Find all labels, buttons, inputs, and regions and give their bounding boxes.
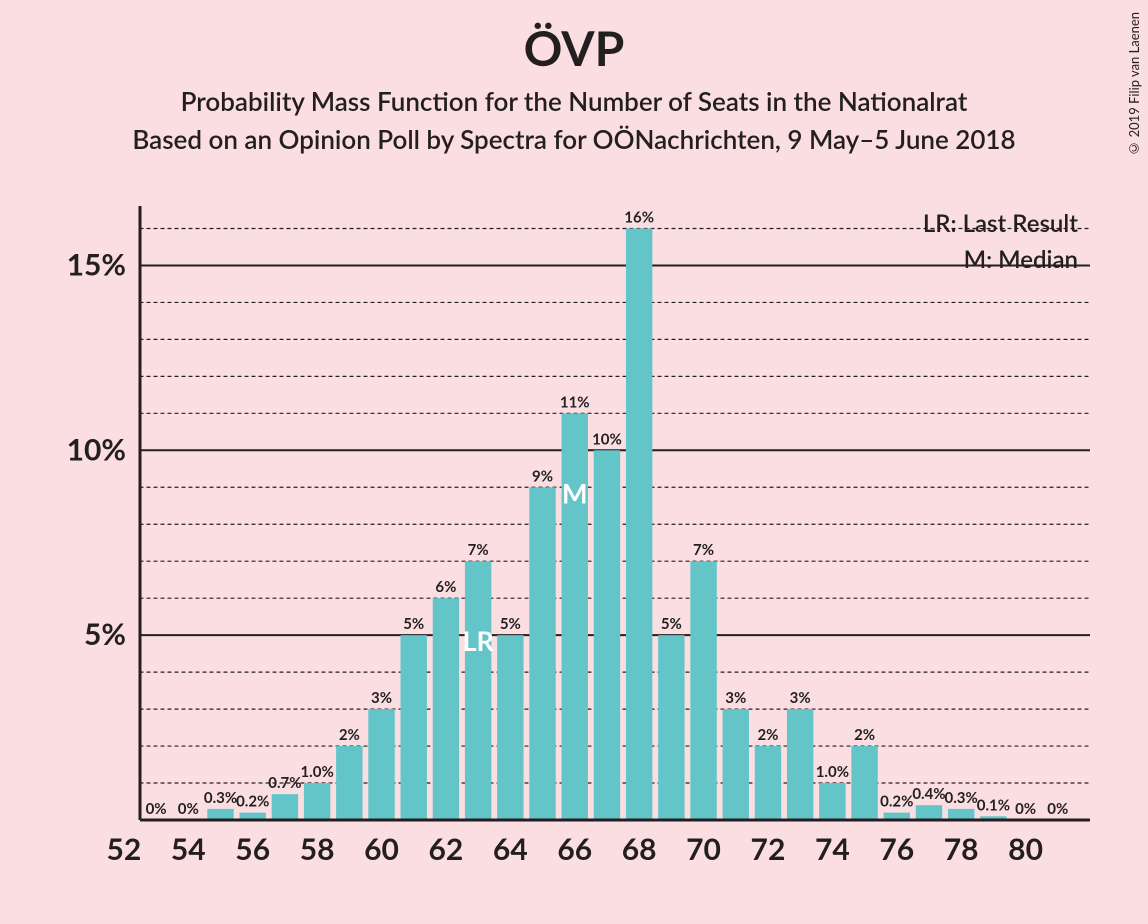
x-tick-label: 74 [815,831,850,867]
x-tick-label: 66 [557,831,592,867]
bar-value-label: 7% [468,541,489,559]
bar [401,635,427,820]
title-block: ÖVP Probability Mass Function for the Nu… [0,0,1148,155]
bar [336,746,362,820]
bar-value-label: 0% [146,800,167,818]
bar-value-label: 5% [500,615,521,633]
y-tick-label: 10% [67,431,126,467]
x-tick-label: 62 [429,831,464,867]
bar [916,805,942,820]
bar [368,709,394,820]
bar-value-label: 0.2% [236,793,269,811]
bar-value-label: 0.7% [268,774,301,792]
bar-value-label: 1.0% [816,763,849,781]
bar-value-label: 0% [178,800,199,818]
x-tick-label: 76 [879,831,914,867]
bar [690,561,716,820]
bar [594,450,620,820]
bar [304,783,330,820]
bar-value-label: 6% [435,578,456,596]
bar-value-label: 16% [624,208,654,226]
x-tick-label: 70 [686,831,721,867]
bar [658,635,684,820]
chart-subtitle-2: Based on an Opinion Poll by Spectra for … [0,123,1148,155]
x-tick-label: 68 [622,831,657,867]
bar [529,487,555,820]
bar-value-label: 2% [854,726,875,744]
bar-value-label: 7% [693,541,714,559]
x-tick-label: 60 [364,831,399,867]
bar [433,598,459,820]
chart-title: ÖVP [0,20,1148,77]
bar [207,809,233,820]
bar-value-label: 3% [371,689,392,707]
bar [465,561,491,820]
bar-value-label: 0.2% [880,793,913,811]
copyright-text: © 2019 Filip van Laenen [1126,12,1142,157]
bar [948,809,974,820]
bar-marker-label: M [562,476,588,509]
x-tick-label: 64 [493,831,528,867]
bar [272,794,298,820]
bar [819,783,845,820]
bar-value-label: 3% [725,689,746,707]
bar [755,746,781,820]
bar [787,709,813,820]
bar-value-label: 9% [532,467,553,485]
bar [562,413,588,820]
bar [851,746,877,820]
bar-value-label: 0.3% [204,789,237,807]
bar-value-label: 0.3% [945,789,978,807]
bar-value-label: 1.0% [300,763,333,781]
x-tick-label: 72 [751,831,786,867]
x-tick-label: 54 [171,831,206,867]
bar [723,709,749,820]
bar-value-label: 10% [592,430,622,448]
x-tick-label: 80 [1008,831,1043,867]
bar-value-label: 5% [403,615,424,633]
bar-value-label: 11% [560,393,590,411]
x-tick-label: 52 [106,831,141,867]
y-tick-label: 5% [84,616,126,652]
x-tick-label: 78 [944,831,979,867]
bar-value-label: 3% [790,689,811,707]
bar [497,635,523,820]
bar-value-label: 5% [661,615,682,633]
x-tick-label: 56 [235,831,270,867]
y-tick-label: 15% [67,246,126,282]
x-tick-label: 58 [300,831,335,867]
bar-marker-label: LR [462,624,494,657]
pmf-bar-chart: 5%10%15%0%0%0.3%0.2%0.7%1.0%2%3%5%6%7%LR… [60,200,1100,880]
bar [626,228,652,820]
bar-value-label: 0.4% [912,785,945,803]
chart-subtitle-1: Probability Mass Function for the Number… [0,85,1148,117]
bar-value-label: 2% [339,726,360,744]
bar-value-label: 2% [757,726,778,744]
bar-value-label: 0.1% [977,796,1010,814]
bar-value-label: 0% [1047,800,1068,818]
bar-value-label: 0% [1015,800,1036,818]
